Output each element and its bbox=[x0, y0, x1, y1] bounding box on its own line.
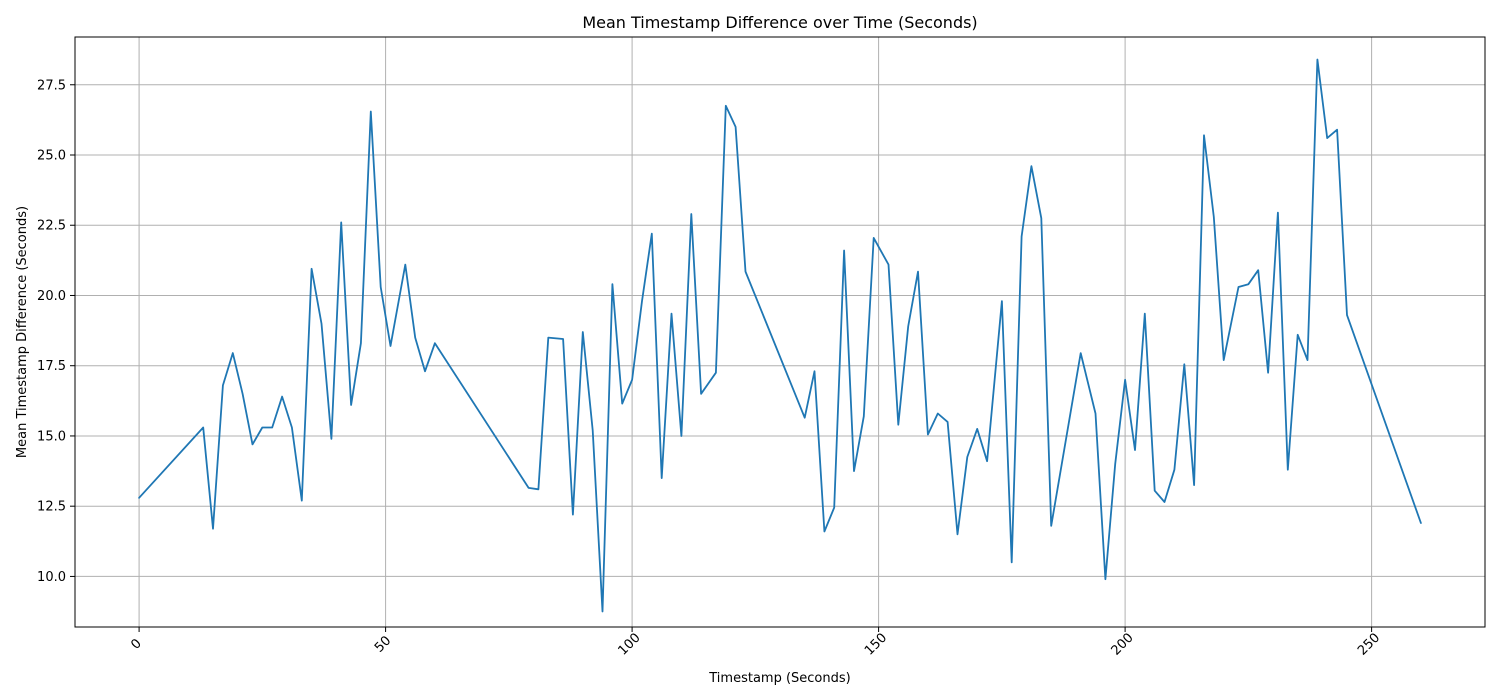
y-tick-label: 10.0 bbox=[37, 570, 66, 585]
y-axis-label: Mean Timestamp Difference (Seconds) bbox=[15, 206, 30, 458]
y-tick-label: 12.5 bbox=[37, 500, 66, 515]
y-tick-label: 15.0 bbox=[37, 429, 66, 444]
series-lines bbox=[138, 58, 1422, 613]
x-tick-label: 250 bbox=[1355, 630, 1383, 658]
y-tick-label: 22.5 bbox=[37, 219, 66, 234]
x-tick-label: 50 bbox=[372, 633, 394, 655]
y-tick-label: 17.5 bbox=[37, 359, 66, 374]
x-tick-label: 200 bbox=[1109, 630, 1137, 658]
x-tick-label: 100 bbox=[616, 630, 644, 658]
x-tick-label: 0 bbox=[128, 636, 144, 652]
x-tick-label: 150 bbox=[862, 630, 890, 658]
chart-title: Mean Timestamp Difference over Time (Sec… bbox=[582, 13, 977, 32]
y-tick-label: 20.0 bbox=[37, 289, 66, 304]
axis-ticks: 0 50 100 150 200 250 10.0 12.5 15.0 17.5 20.0 22.5 2… bbox=[37, 78, 1383, 658]
x-axis-label: Timestamp (Seconds) bbox=[708, 671, 850, 686]
y-tick-label: 27.5 bbox=[37, 78, 66, 93]
series-line bbox=[138, 58, 1422, 613]
y-tick-label: 25.0 bbox=[37, 149, 66, 164]
grid-lines bbox=[75, 37, 1485, 627]
plot-area-frame bbox=[74, 36, 1486, 628]
